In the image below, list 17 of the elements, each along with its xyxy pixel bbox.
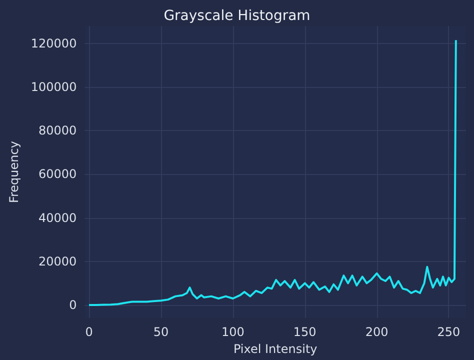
x-tick-label: 200 — [365, 325, 388, 340]
y-tick-label: 60000 — [38, 167, 77, 182]
x-tick-label: 100 — [221, 325, 244, 340]
y-tick-label: 100000 — [30, 80, 77, 94]
x-axis-title: Pixel Intensity — [233, 342, 318, 356]
y-axis-title: Frequency — [7, 141, 21, 204]
x-tick-label: 150 — [293, 325, 316, 340]
chart-title: Grayscale Histogram — [164, 8, 310, 24]
x-tick-label: 0 — [85, 325, 93, 340]
x-tick-label: 50 — [153, 325, 169, 340]
y-tick-label: 120000 — [30, 36, 77, 50]
y-tick-label: 40000 — [38, 210, 77, 225]
y-tick-label: 20000 — [38, 254, 77, 268]
y-tick-label: 80000 — [38, 124, 77, 138]
x-tick-label: 250 — [437, 325, 460, 340]
line-series — [88, 39, 457, 306]
y-tick-label: 0 — [69, 298, 77, 312]
